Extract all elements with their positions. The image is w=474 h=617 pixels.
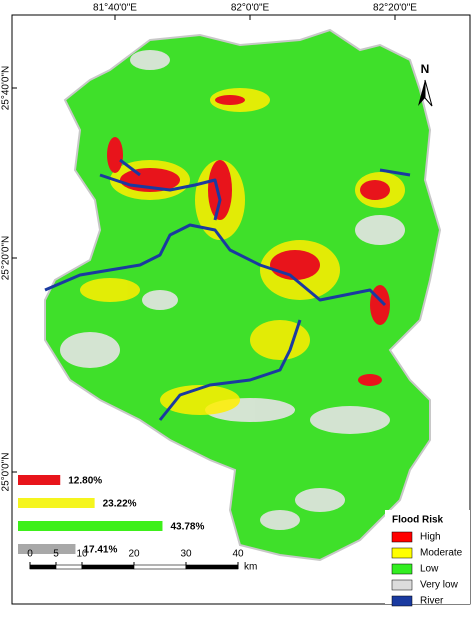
risk-bar	[18, 498, 95, 508]
latitude-label: 25°20'0"N	[1, 236, 12, 281]
north-arrow	[418, 79, 433, 107]
legend-label: Very low	[420, 580, 459, 591]
latitude-label: 25°40'0"N	[1, 66, 12, 111]
scale-tick-label: 10	[76, 549, 88, 560]
risk-bar-label: 43.78%	[170, 522, 204, 533]
risk-bar	[18, 544, 76, 554]
scale-segment	[185, 564, 239, 570]
scale-tick-label: 20	[128, 549, 140, 560]
scale-segment	[81, 564, 135, 570]
longitude-label: 82°0'0"E	[231, 3, 270, 14]
legend-label: River	[420, 596, 444, 607]
scale-tick-label: 40	[232, 549, 244, 560]
north-label: N	[421, 62, 430, 76]
legend-label: Moderate	[420, 548, 463, 559]
risk-bar	[18, 475, 61, 485]
legend-label: Low	[420, 564, 439, 575]
scale-segment	[133, 564, 187, 570]
risk-bar	[18, 521, 163, 531]
latitude-label: 25°0'0"N	[1, 453, 12, 492]
legend-swatch	[391, 563, 413, 575]
risk-bar-label: 17.41%	[83, 545, 117, 556]
risk-bar-label: 23.22%	[103, 499, 137, 510]
scale-tick-label: 0	[27, 549, 33, 560]
scale-segment	[29, 564, 57, 570]
longitude-label: 82°20'0"E	[373, 3, 417, 14]
risk-bar-label: 12.80%	[68, 476, 102, 487]
legend-title: Flood Risk	[392, 515, 444, 526]
scale-unit: km	[244, 562, 257, 573]
scale-segment	[55, 564, 83, 570]
scale-tick-label: 30	[180, 549, 192, 560]
longitude-label: 81°40'0"E	[93, 3, 137, 14]
legend-swatch	[391, 531, 413, 543]
scale-tick-label: 5	[53, 549, 59, 560]
legend-swatch	[391, 579, 413, 591]
map-body	[44, 28, 442, 562]
legend-label: High	[420, 532, 441, 543]
legend-swatch	[391, 547, 413, 559]
legend-swatch	[391, 595, 413, 607]
